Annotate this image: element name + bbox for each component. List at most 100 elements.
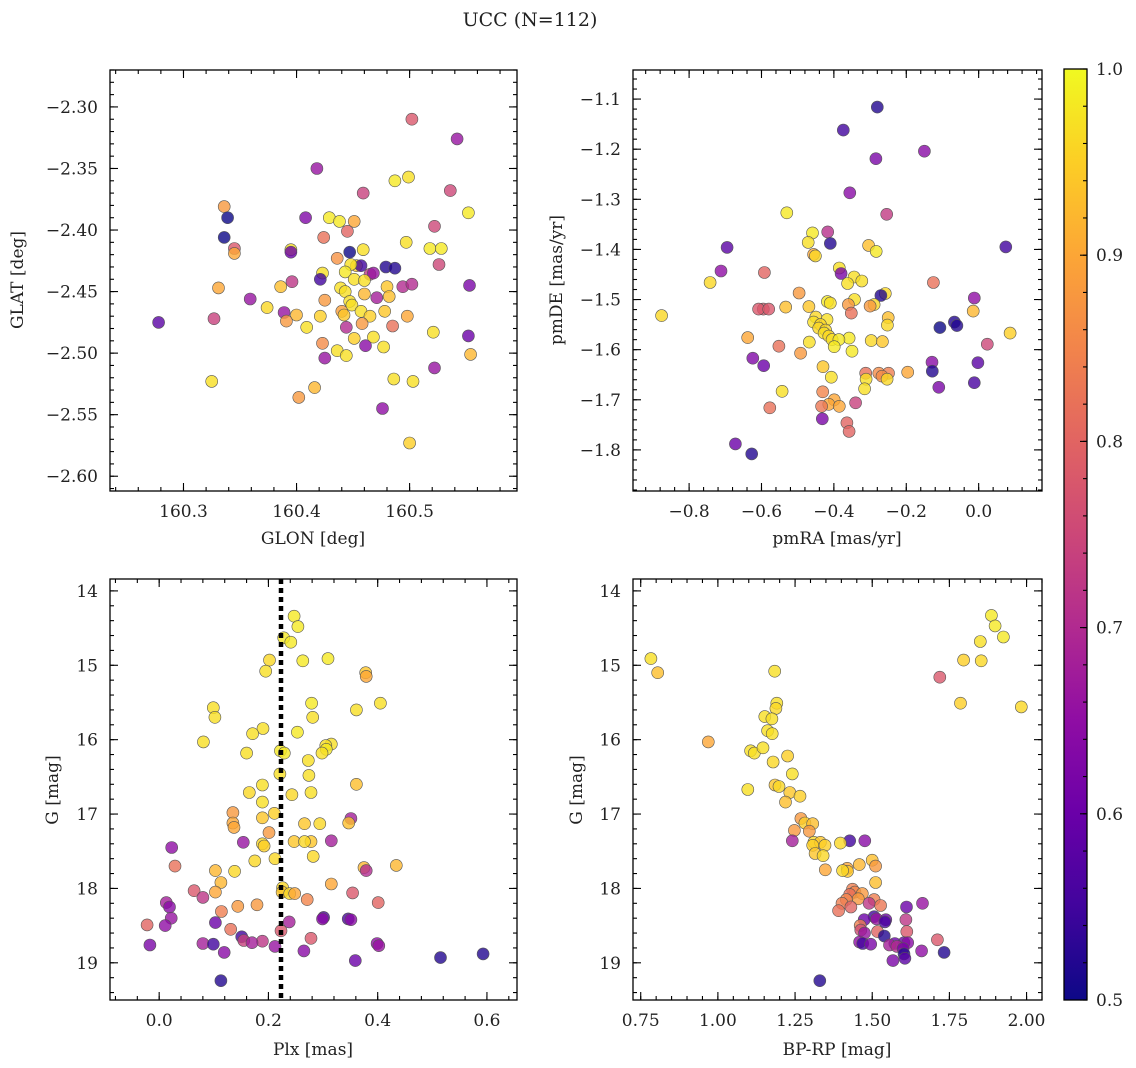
- x-tick-label: 0.4: [364, 1011, 391, 1031]
- data-point: [815, 412, 829, 426]
- data-point: [243, 292, 257, 306]
- y-tick-label: −1.5: [580, 291, 621, 311]
- data-point: [741, 783, 755, 796]
- data-point: [217, 200, 231, 213]
- data-point: [881, 318, 894, 332]
- data-point: [852, 858, 866, 871]
- data-point: [933, 321, 947, 334]
- data-point: [231, 899, 245, 913]
- data-point: [382, 290, 396, 303]
- axis-ticks: 0.0 0.2 0.4 0.6 14 15 16 17 18 19: [76, 579, 517, 1031]
- y-tick-label: 15: [599, 656, 621, 676]
- data-point: [358, 274, 371, 287]
- y-tick-label: −1.3: [580, 190, 621, 210]
- data-point: [359, 864, 373, 877]
- x-tick-label: 1.50: [853, 1011, 891, 1031]
- data-point: [196, 891, 210, 904]
- data-point: [208, 710, 222, 724]
- data-point: [855, 274, 869, 288]
- data-point: [403, 436, 416, 450]
- colorbar-tick-label: 1.0: [1096, 60, 1123, 80]
- data-point: [300, 320, 314, 334]
- data-point: [432, 258, 446, 271]
- data-point: [358, 287, 371, 301]
- y-tick-label: −2.40: [46, 221, 98, 241]
- data-point: [988, 619, 1002, 633]
- data-point: [187, 884, 201, 898]
- x-axis-label: BP-RP [mag]: [783, 1040, 892, 1060]
- data-point: [823, 237, 837, 250]
- data-point: [434, 242, 448, 255]
- data-point: [869, 859, 882, 873]
- data-point: [997, 630, 1010, 644]
- data-point: [217, 231, 231, 244]
- x-tick-label: 1.25: [776, 1011, 814, 1031]
- data-point: [1003, 326, 1017, 340]
- data-point: [348, 954, 362, 967]
- data-point: [844, 900, 858, 914]
- data-point: [950, 319, 964, 332]
- data-point: [813, 974, 827, 988]
- data-point: [464, 348, 477, 361]
- data-point: [766, 755, 780, 769]
- data-point: [802, 824, 816, 838]
- data-point: [158, 919, 172, 932]
- data-point: [256, 795, 269, 809]
- x-tick-label: 160.5: [385, 502, 434, 522]
- data-point: [345, 298, 359, 312]
- data-point: [999, 240, 1013, 254]
- y-tick-label: −2.50: [46, 344, 98, 364]
- data-point: [296, 654, 310, 668]
- data-point: [757, 359, 771, 373]
- axes-frame: [109, 69, 518, 492]
- x-tick-label: −0.2: [886, 502, 927, 522]
- data-point: [862, 896, 876, 910]
- y-tick-label: 18: [599, 879, 621, 899]
- data-point: [207, 937, 220, 951]
- data-point: [775, 384, 789, 398]
- y-tick-label: 19: [599, 954, 621, 974]
- axis-ticks: 160.3 160.4 160.5 −2.30 −2.35 −2.40 −2.45 −2.50…: [46, 69, 517, 522]
- x-tick-label: 0.2: [255, 1011, 282, 1031]
- data-point: [876, 335, 889, 348]
- data-point: [874, 289, 888, 302]
- data-point: [423, 242, 437, 255]
- colorbar-tick-label: 0.7: [1096, 619, 1123, 639]
- data-point: [428, 361, 441, 375]
- data-point: [284, 635, 298, 649]
- data-point: [245, 936, 259, 950]
- data-point: [256, 811, 269, 825]
- data-point: [280, 314, 293, 328]
- data-point: [802, 300, 816, 313]
- data-point: [827, 340, 841, 354]
- data-point: [400, 309, 414, 323]
- data-point: [260, 301, 274, 314]
- data-point: [343, 245, 357, 259]
- data-point: [310, 162, 324, 175]
- data-point: [824, 370, 838, 384]
- data-point: [756, 741, 770, 755]
- data-point: [967, 291, 981, 305]
- colorbar: 0.5 0.6 0.7 0.8 0.9 1.0: [1063, 60, 1123, 1011]
- data-point: [932, 380, 946, 394]
- data-point: [880, 208, 894, 221]
- axes-frame: [632, 578, 1043, 1001]
- data-point: [974, 654, 988, 668]
- data-point: [313, 272, 327, 286]
- data-point: [215, 905, 228, 918]
- data-point: [298, 817, 311, 831]
- data-point: [318, 351, 332, 365]
- data-point: [356, 186, 370, 200]
- data-point: [256, 778, 269, 792]
- data-point: [367, 330, 380, 344]
- data-point: [324, 834, 338, 848]
- data-point: [306, 710, 320, 724]
- data-point: [228, 247, 241, 260]
- data-point: [815, 399, 828, 413]
- data-point: [389, 859, 403, 872]
- data-point: [237, 835, 250, 849]
- data-point: [240, 746, 253, 760]
- data-point: [300, 893, 314, 906]
- data-point: [221, 211, 234, 224]
- data-point: [809, 249, 822, 263]
